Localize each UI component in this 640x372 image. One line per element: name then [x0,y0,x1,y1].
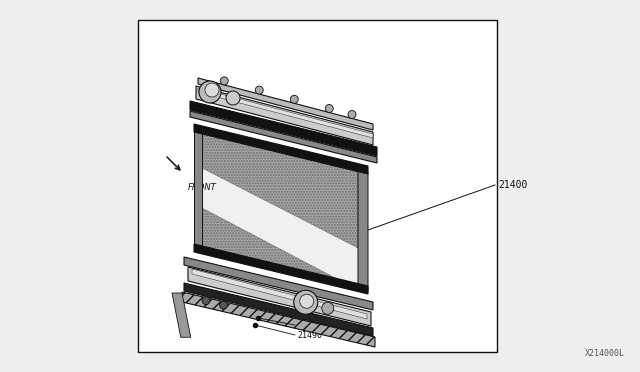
Polygon shape [202,130,358,248]
Circle shape [348,110,356,118]
Circle shape [205,83,219,97]
Circle shape [226,91,240,105]
Polygon shape [192,269,367,319]
Circle shape [325,105,333,112]
Text: FRONT: FRONT [188,183,217,192]
Text: 21490: 21490 [297,330,322,340]
Circle shape [199,81,221,103]
Polygon shape [184,257,373,310]
Polygon shape [194,128,202,248]
Circle shape [220,77,228,85]
Text: X214000L: X214000L [585,349,625,358]
Polygon shape [194,244,368,294]
Circle shape [291,95,298,103]
Polygon shape [198,88,373,138]
Polygon shape [200,128,360,290]
Polygon shape [194,124,368,174]
Polygon shape [182,292,375,347]
Polygon shape [198,78,373,130]
Text: 21460G: 21460G [297,321,327,330]
Circle shape [300,294,314,308]
Bar [138,20,497,352]
Circle shape [220,301,227,309]
Polygon shape [190,101,377,156]
Polygon shape [358,170,368,292]
Polygon shape [202,208,358,290]
Circle shape [255,86,263,94]
Polygon shape [190,111,377,163]
Circle shape [202,296,210,305]
Polygon shape [172,293,191,337]
Polygon shape [184,283,373,336]
Polygon shape [196,86,373,145]
Circle shape [322,302,333,314]
Text: 21400: 21400 [498,180,527,190]
Circle shape [294,290,317,314]
Polygon shape [188,267,371,326]
